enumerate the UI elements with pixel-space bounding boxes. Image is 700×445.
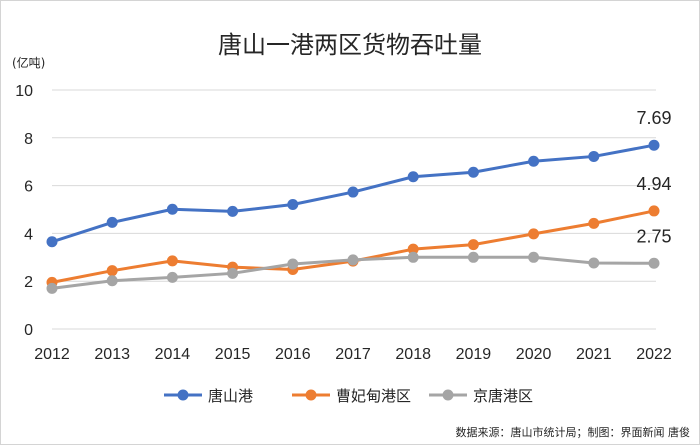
- y-axis-ticks: 0 2 4 6 8 10: [15, 83, 33, 339]
- data-point: [528, 155, 540, 167]
- x-tick-label: 2017: [335, 346, 371, 363]
- data-point: [528, 251, 540, 263]
- x-axis-ticks: 2012 2013 2014 2015 2016 2017 2018 2019 2020 2021…: [34, 346, 672, 363]
- data-point: [588, 150, 600, 162]
- end-labels: 7.69 4.94 2.75: [636, 108, 671, 246]
- x-tick-label: 2021: [576, 346, 612, 363]
- legend: 唐山港 曹妃甸港区 京唐港区: [164, 387, 533, 405]
- series-group: [46, 139, 660, 294]
- x-tick-label: 2019: [456, 346, 492, 363]
- chart-title: 唐山一港两区货物吞吐量: [218, 31, 482, 59]
- legend-label: 京唐港区: [473, 387, 533, 405]
- data-point: [106, 275, 118, 287]
- data-point: [46, 236, 58, 248]
- data-point: [407, 171, 419, 183]
- legend-marker: [442, 389, 454, 401]
- data-point: [287, 198, 299, 210]
- data-point: [407, 251, 419, 263]
- y-tick-label: 8: [24, 131, 33, 148]
- x-tick-label: 2022: [636, 346, 672, 363]
- data-point: [347, 254, 359, 266]
- data-point: [227, 267, 239, 279]
- x-tick-label: 2016: [275, 346, 311, 363]
- x-tick-label: 2018: [395, 346, 431, 363]
- x-tick-label: 2012: [34, 346, 70, 363]
- y-tick-label: 6: [24, 179, 33, 196]
- data-point: [648, 205, 660, 217]
- y-tick-label: 2: [24, 274, 33, 291]
- series-0: [46, 139, 660, 248]
- data-point: [106, 265, 118, 277]
- data-point: [166, 203, 178, 215]
- y-tick-label: 10: [15, 83, 33, 100]
- data-point: [467, 166, 479, 178]
- gridlines: [52, 89, 656, 330]
- series-line: [51, 209, 655, 284]
- x-tick-label: 2015: [215, 346, 251, 363]
- data-point: [227, 205, 239, 217]
- series-2: [46, 251, 660, 294]
- data-point: [287, 258, 299, 270]
- data-point: [588, 257, 600, 269]
- data-point: [166, 271, 178, 283]
- x-tick-label: 2020: [516, 346, 552, 363]
- y-tick-label: 4: [24, 226, 33, 243]
- data-point: [467, 239, 479, 251]
- end-value-label: 4.94: [636, 174, 671, 194]
- data-point: [106, 216, 118, 228]
- data-point: [407, 243, 419, 255]
- data-point: [528, 228, 540, 240]
- y-unit-label: (亿吨): [12, 55, 45, 70]
- data-point: [588, 217, 600, 229]
- legend-label: 曹妃甸港区: [336, 387, 411, 405]
- data-point: [166, 255, 178, 267]
- data-point: [467, 251, 479, 263]
- data-point: [648, 139, 660, 151]
- data-point: [347, 186, 359, 198]
- data-point: [648, 257, 660, 269]
- end-value-label: 2.75: [636, 226, 671, 246]
- legend-item: 唐山港: [164, 387, 253, 405]
- legend-marker: [177, 389, 189, 401]
- legend-label: 唐山港: [208, 387, 253, 405]
- legend-item: 曹妃甸港区: [292, 387, 411, 405]
- legend-item: 京唐港区: [429, 387, 533, 405]
- source-note: 数据来源：唐山市统计局；制图：界面新闻 唐俊: [456, 425, 691, 439]
- y-tick-label: 0: [24, 322, 33, 339]
- x-tick-label: 2013: [94, 346, 130, 363]
- end-value-label: 7.69: [636, 108, 671, 128]
- data-point: [46, 282, 58, 294]
- legend-marker: [305, 389, 317, 401]
- x-tick-label: 2014: [155, 346, 191, 363]
